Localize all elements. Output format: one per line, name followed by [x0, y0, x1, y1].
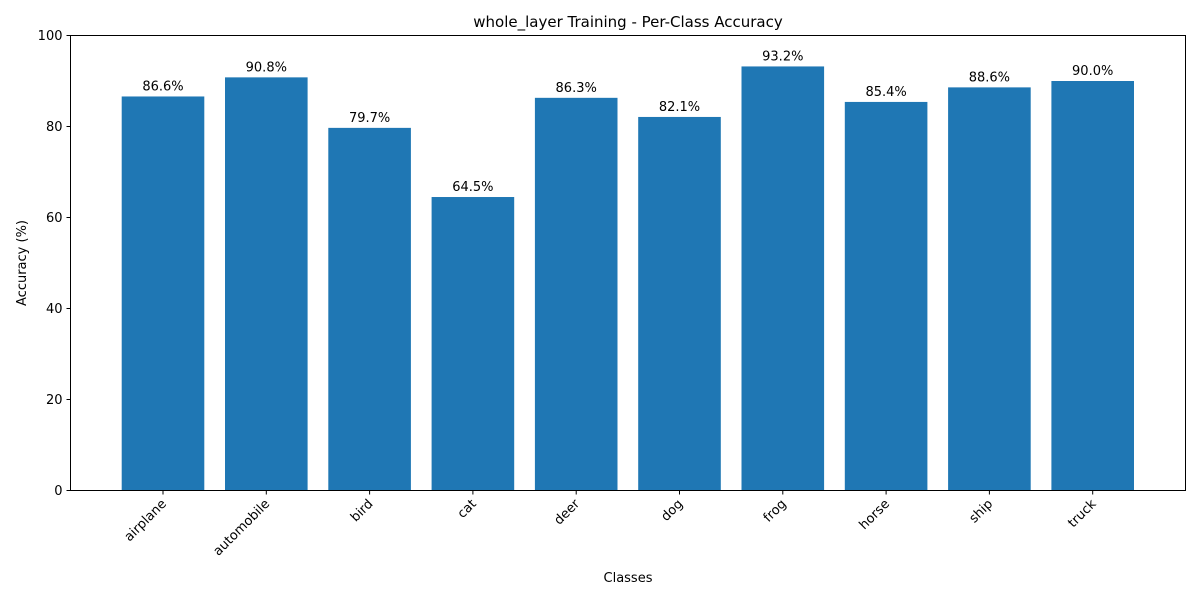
- y-axis: 0 20 40 60 80 100: [38, 29, 71, 499]
- y-tick-label-40: 40: [46, 302, 63, 317]
- data-label-truck: 90.0%: [1072, 64, 1113, 79]
- data-label-cat: 64.5%: [452, 180, 493, 195]
- y-tick-label-80: 80: [46, 120, 63, 135]
- data-label-frog: 93.2%: [762, 49, 803, 64]
- bar-deer: [534, 97, 618, 491]
- data-label-bird: 79.7%: [349, 111, 390, 126]
- data-label-airplane: 86.6%: [142, 79, 183, 94]
- data-label-deer: 86.3%: [556, 81, 597, 96]
- x-axis-label: Classes: [604, 571, 653, 586]
- bar-horse: [844, 101, 928, 491]
- bar-dog: [638, 116, 721, 491]
- plot-frame: [70, 35, 1186, 491]
- bar-truck: [1051, 81, 1134, 491]
- bar-airplane: [121, 96, 205, 491]
- data-labels-group: 86.6% 90.8% 79.7% 64.5% 86.3% 82.1% 93.2% 85.4%…: [142, 49, 1113, 195]
- y-axis-label: Accuracy (%): [15, 220, 30, 306]
- data-label-automobile: 90.8%: [246, 60, 287, 75]
- bar-bird: [328, 127, 411, 491]
- bars-group: [121, 66, 1134, 491]
- chart-title: whole_layer Training - Per-Class Accurac…: [473, 13, 783, 32]
- y-tick-label-100: 100: [38, 29, 63, 44]
- y-tick-label-0: 0: [54, 484, 62, 499]
- data-label-dog: 82.1%: [659, 100, 700, 115]
- y-tick-label-60: 60: [46, 211, 63, 226]
- bar-ship: [948, 87, 1031, 491]
- bar-frog: [741, 66, 825, 491]
- y-tick-label-20: 20: [46, 393, 63, 408]
- bar-automobile: [225, 77, 308, 491]
- data-label-horse: 85.4%: [865, 85, 906, 100]
- data-label-ship: 88.6%: [969, 70, 1010, 85]
- bar-cat: [431, 197, 515, 491]
